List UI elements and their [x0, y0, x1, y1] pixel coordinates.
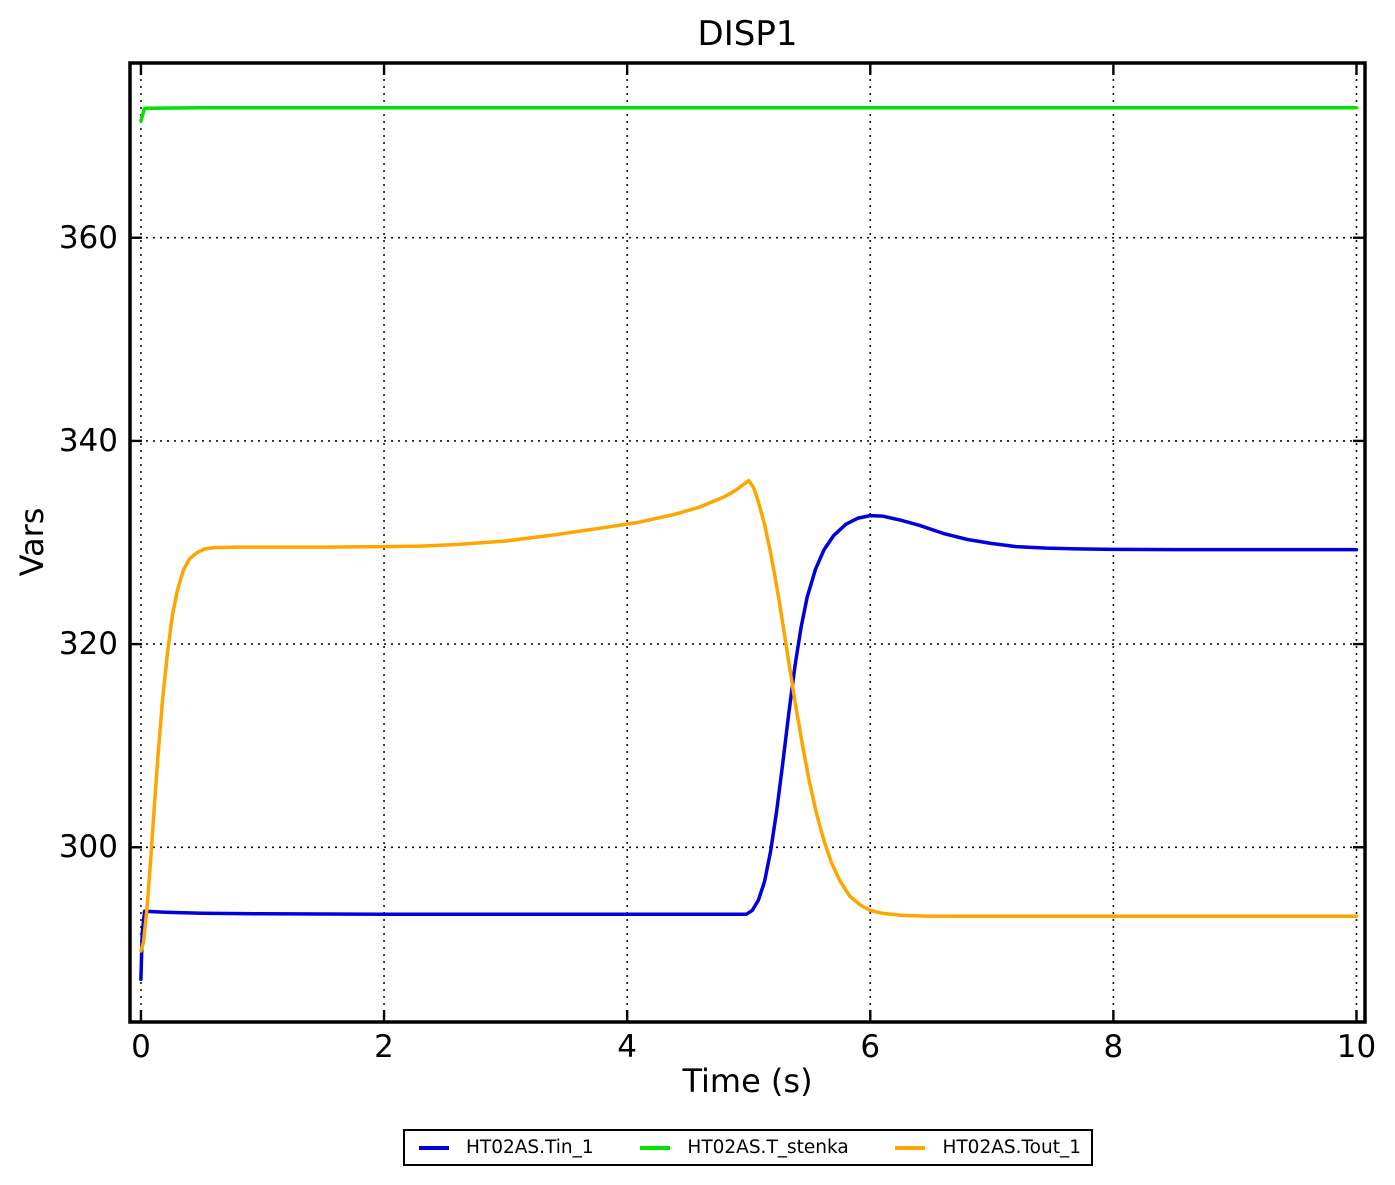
legend-label-tout: HT02AS.Tout_1	[942, 1137, 1081, 1158]
x-tick-label-8: 8	[1103, 1029, 1124, 1065]
series-line-HT02AS.Tin_1	[139, 513, 1359, 982]
legend-label-tin: HT02AS.Tin_1	[466, 1137, 594, 1158]
y-tick-label-300: 300	[58, 829, 118, 866]
y-tick-label-320: 320	[58, 626, 118, 663]
y-tick-label-340: 340	[58, 422, 118, 459]
legend-label-tstenka: HT02AS.T_stenka	[687, 1137, 849, 1158]
x-axis-label: Time (s)	[682, 1062, 813, 1100]
legend-line-swatch-tin	[419, 1145, 449, 1150]
series-line-HT02AS.Tout_1	[139, 478, 1359, 953]
legend-item-tin: HT02AS.Tin_1	[419, 1137, 594, 1158]
legend-line-swatch-tout	[895, 1145, 926, 1150]
x-tick-label-10: 10	[1336, 1029, 1377, 1065]
series-line-HT02AS.T_stenka	[139, 105, 1359, 123]
x-tick-label-6: 6	[860, 1029, 881, 1065]
legend-item-tout: HT02AS.Tout_1	[895, 1137, 1081, 1158]
legend-line-swatch-tstenka	[640, 1145, 671, 1150]
legend-item-tstenka: HT02AS.T_stenka	[640, 1137, 849, 1158]
chart-title: DISP1	[697, 14, 798, 54]
x-tick-label-2: 2	[374, 1029, 394, 1065]
plot-border	[128, 61, 1367, 1024]
x-tick-label-4: 4	[617, 1029, 638, 1065]
y-tick-label-360: 360	[58, 219, 118, 256]
x-tick-label-0: 0	[131, 1029, 151, 1065]
legend: HT02AS.Tin_1 HT02AS.T_stenka HT02AS.Tout…	[403, 1129, 1093, 1166]
